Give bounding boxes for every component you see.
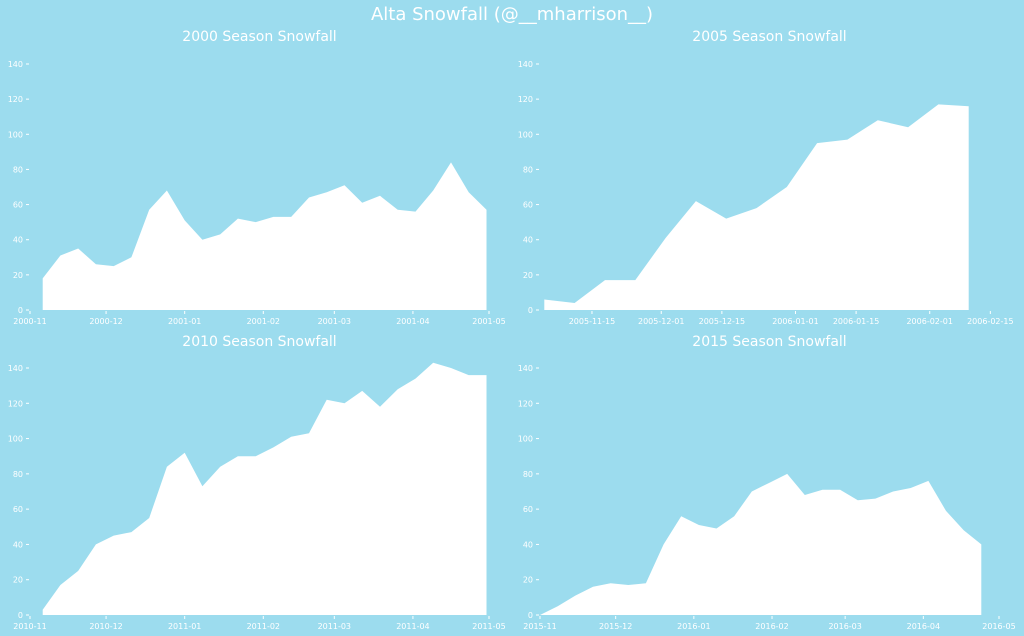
y-tick-label: 100 (518, 435, 533, 444)
x-tick-label: 2011-03 (318, 622, 351, 631)
y-tick-label: 100 (8, 435, 23, 444)
chart-title: 2000 Season Snowfall (182, 29, 336, 45)
y-tick-label: 40 (523, 236, 533, 245)
y-tick-label: 120 (518, 399, 533, 408)
x-tick-label: 2016-04 (907, 622, 940, 631)
y-tick-label: 120 (8, 95, 23, 104)
x-tick-label: 2010-12 (89, 622, 122, 631)
x-tick-label: 2011-01 (168, 622, 201, 631)
y-tick-label: 80 (13, 165, 23, 174)
x-tick-label: 2001-04 (396, 317, 429, 326)
y-tick-label: 120 (518, 95, 533, 104)
y-tick-label: 140 (8, 364, 23, 373)
chart-title: 2010 Season Snowfall (182, 334, 336, 350)
y-tick-label: 0 (528, 306, 533, 315)
y-tick-label: 140 (518, 364, 533, 373)
x-tick-label: 2005-12-15 (699, 317, 746, 326)
y-tick-label: 40 (13, 236, 23, 245)
snowfall-area (42, 162, 487, 310)
y-tick-label: 0 (528, 611, 533, 620)
y-tick-label: 40 (523, 540, 533, 549)
x-tick-label: 2016-03 (828, 622, 861, 631)
x-tick-label: 2010-11 (13, 622, 46, 631)
x-tick-label: 2016-02 (755, 622, 788, 631)
x-tick-label: 2001-01 (168, 317, 201, 326)
snowfall-area (42, 362, 487, 615)
x-tick-label: 2005-12-01 (638, 317, 685, 326)
y-tick-label: 120 (8, 399, 23, 408)
x-tick-label: 2001-03 (318, 317, 351, 326)
x-tick-label: 2001-02 (247, 317, 280, 326)
y-tick-label: 20 (523, 271, 533, 280)
y-tick-label: 80 (13, 470, 23, 479)
y-tick-label: 0 (18, 611, 23, 620)
chart-panels: 2000 Season Snowfall02040608010012014020… (8, 29, 1016, 631)
y-tick-label: 80 (523, 165, 533, 174)
y-tick-label: 60 (13, 201, 23, 210)
y-tick-label: 60 (523, 505, 533, 514)
y-tick-label: 40 (13, 540, 23, 549)
figure-suptitle: Alta Snowfall (@__mharrison__) (371, 4, 653, 25)
y-tick-label: 60 (523, 201, 533, 210)
x-tick-label: 2016-01 (677, 622, 710, 631)
snowfall-area (540, 473, 982, 615)
y-tick-label: 100 (518, 130, 533, 139)
x-tick-label: 2011-05 (472, 622, 505, 631)
x-tick-label: 2005-11-15 (569, 317, 616, 326)
x-tick-label: 2006-02-01 (906, 317, 953, 326)
x-tick-label: 2000-11 (13, 317, 46, 326)
chart-panel-3: 2015 Season Snowfall 0 20 40 60 80 100 120 140 20… (518, 334, 1016, 631)
chart-panel-2: 2010 Season Snowfall 0 20 40 60 80 100 120 140 20… (8, 334, 506, 631)
y-tick-label: 140 (8, 60, 23, 69)
chart-panel-0: 2000 Season Snowfall 0 20 40 60 80 100 120 140 20… (8, 29, 506, 326)
y-tick-label: 20 (523, 576, 533, 585)
x-tick-label: 2006-02-15 (967, 317, 1014, 326)
x-tick-label: 2000-12 (89, 317, 122, 326)
y-tick-label: 100 (8, 130, 23, 139)
y-tick-label: 60 (13, 505, 23, 514)
y-tick-label: 80 (523, 470, 533, 479)
chart-panel-1: 2005 Season Snowfall 0 20 40 60 80 100 120 140 20… (518, 29, 1014, 326)
x-tick-label: 2006-01-01 (772, 317, 819, 326)
chart-title: 2005 Season Snowfall (692, 29, 846, 45)
x-tick-label: 2006-01-15 (833, 317, 880, 326)
snowfall-area (544, 104, 969, 311)
y-tick-label: 20 (13, 271, 23, 280)
x-tick-label: 2015-12 (599, 622, 632, 631)
y-tick-label: 0 (18, 306, 23, 315)
chart-title: 2015 Season Snowfall (692, 334, 846, 350)
x-tick-label: 2016-05 (982, 622, 1015, 631)
y-tick-label: 140 (518, 60, 533, 69)
x-tick-label: 2001-05 (472, 317, 505, 326)
x-tick-label: 2015-11 (523, 622, 556, 631)
y-tick-label: 20 (13, 576, 23, 585)
x-tick-label: 2011-02 (247, 622, 280, 631)
x-tick-label: 2011-04 (396, 622, 429, 631)
